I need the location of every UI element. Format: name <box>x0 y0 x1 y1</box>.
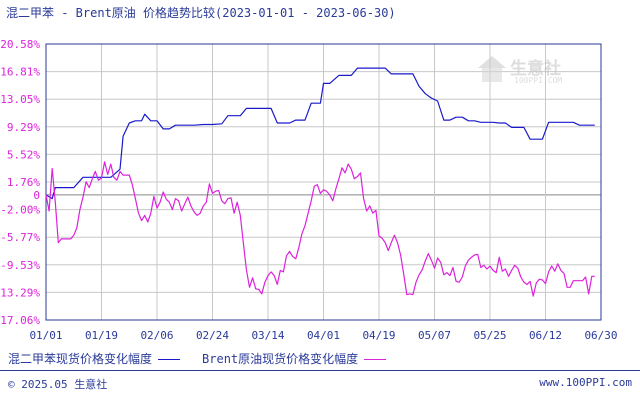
y-tick-label: -9.53% <box>0 259 40 272</box>
legend-label-series-2: Brent原油现货价格变化幅度 <box>202 352 359 366</box>
y-tick-label: -13.29% <box>0 286 40 299</box>
x-tick-label: 04/19 <box>362 329 395 342</box>
x-tick-label: 01/01 <box>29 329 62 342</box>
y-tick-label: 16.81% <box>0 66 40 79</box>
footer-divider <box>0 370 640 371</box>
tick-labels: 20.58% 16.81% 13.05% 9.29% 5.52% 1.76% -2.00% -… <box>0 38 618 342</box>
x-tick-label: 02/06 <box>140 329 173 342</box>
x-tick-label: 03/14 <box>251 329 284 342</box>
house-body-icon <box>482 68 502 82</box>
y-tick-label: 5.52% <box>7 148 40 161</box>
y-tick-label: -5.77% <box>0 231 40 244</box>
x-tick-label: 05/07 <box>418 329 451 342</box>
series-line-2 <box>45 161 595 297</box>
x-tick-label: 06/12 <box>529 329 562 342</box>
x-tick-label: 05/25 <box>473 329 506 342</box>
y-tick-label: -17.06% <box>0 314 40 327</box>
y-tick-label: 13.05% <box>0 93 40 106</box>
plot-frame <box>45 43 602 321</box>
footer-copyright: © 2025.05 生意社 <box>8 378 108 391</box>
footer: © 2025.05 生意社 www.100PPI.com <box>8 376 632 392</box>
footer-site-link[interactable]: www.100PPI.com <box>539 376 632 389</box>
legend-label-series-1: 混二甲苯现货价格变化幅度 <box>8 352 153 366</box>
y-tick-label: 9.29% <box>7 121 40 134</box>
watermark-name: 生意社 <box>510 59 561 79</box>
watermark-logo: 生意社 100PPI.COM <box>478 54 570 88</box>
axes <box>45 43 602 321</box>
series-line-1 <box>45 67 595 200</box>
y-tick-label: 20.58% <box>0 38 40 51</box>
chart-title: 混二甲苯 - Brent原油 价格趋势比较(2023-01-01 - 2023-… <box>6 6 396 20</box>
series-lines <box>45 67 595 297</box>
zero-label: 0 <box>33 189 40 202</box>
y-tick-label: -2.00% <box>0 204 40 217</box>
house-logo-icon <box>478 56 506 68</box>
legend: 混二甲苯现货价格变化幅度 Brent原油现货价格变化幅度 <box>8 350 394 367</box>
chart-area: 20.58% 16.81% 13.05% 9.29% 5.52% 1.76% -2.00% -… <box>0 38 618 342</box>
legend-swatch-series-1 <box>158 359 181 360</box>
x-tick-label: 01/19 <box>85 329 118 342</box>
watermark-site: 100PPI.COM <box>514 76 563 85</box>
y-tick-label: 1.76% <box>7 176 40 189</box>
x-tick-label: 04/01 <box>307 329 340 342</box>
x-tick-label: 06/30 <box>584 329 617 342</box>
legend-swatch-series-2 <box>364 359 387 360</box>
x-tick-label: 02/24 <box>196 329 229 342</box>
